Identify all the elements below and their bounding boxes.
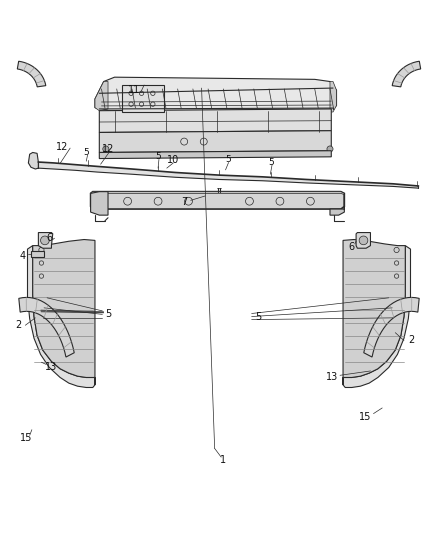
- Text: 12: 12: [56, 142, 68, 152]
- Bar: [122, 85, 164, 112]
- Text: 5: 5: [255, 312, 261, 321]
- Circle shape: [41, 236, 49, 245]
- Polygon shape: [91, 192, 108, 215]
- Polygon shape: [99, 151, 331, 158]
- Polygon shape: [99, 131, 331, 152]
- Polygon shape: [356, 232, 371, 248]
- Text: 5: 5: [105, 309, 111, 319]
- Text: 12: 12: [102, 144, 114, 154]
- Text: 5: 5: [155, 152, 161, 161]
- Text: 5: 5: [268, 158, 274, 166]
- Text: 4: 4: [19, 251, 25, 261]
- Polygon shape: [31, 251, 44, 257]
- Text: 6: 6: [46, 233, 52, 243]
- Text: 13: 13: [326, 373, 338, 383]
- Text: 15: 15: [359, 411, 371, 422]
- Text: 6: 6: [349, 242, 355, 252]
- Text: 1: 1: [220, 455, 226, 465]
- Polygon shape: [28, 152, 39, 169]
- Circle shape: [359, 236, 368, 245]
- Polygon shape: [95, 77, 336, 112]
- Circle shape: [103, 146, 109, 152]
- Polygon shape: [28, 246, 95, 387]
- Polygon shape: [330, 82, 336, 112]
- Polygon shape: [330, 193, 344, 215]
- Text: 15: 15: [21, 433, 33, 443]
- Polygon shape: [392, 61, 420, 87]
- Circle shape: [327, 146, 333, 152]
- Polygon shape: [91, 192, 344, 209]
- Polygon shape: [343, 246, 410, 387]
- Polygon shape: [95, 82, 108, 111]
- PathPatch shape: [39, 162, 418, 188]
- Polygon shape: [364, 297, 419, 357]
- Text: 2: 2: [408, 335, 414, 345]
- Polygon shape: [18, 61, 46, 87]
- Text: 7: 7: [181, 197, 187, 207]
- Polygon shape: [343, 239, 405, 385]
- Polygon shape: [39, 232, 53, 248]
- Text: 11: 11: [128, 85, 140, 95]
- Text: 10: 10: [167, 155, 180, 165]
- Text: 5: 5: [83, 148, 89, 157]
- Polygon shape: [91, 192, 344, 195]
- Text: 2: 2: [15, 320, 21, 330]
- Polygon shape: [33, 239, 95, 385]
- Polygon shape: [99, 109, 331, 133]
- Polygon shape: [19, 297, 74, 357]
- Text: 13: 13: [45, 361, 57, 372]
- Text: 5: 5: [225, 156, 230, 164]
